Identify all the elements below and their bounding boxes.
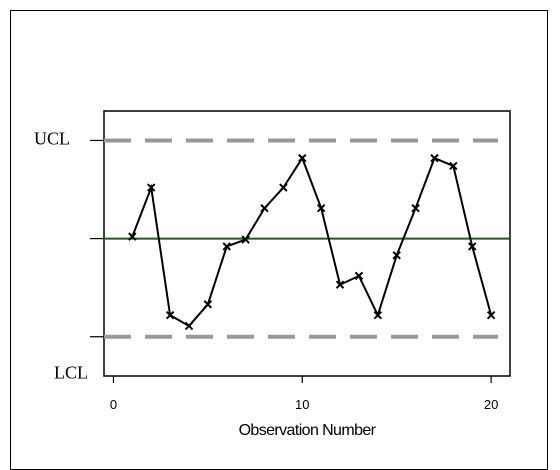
data-point-19 [468, 242, 477, 251]
data-point-15 [392, 251, 401, 260]
data-point-1 [128, 232, 137, 241]
data-point-11 [316, 203, 326, 213]
data-point-18 [449, 161, 458, 171]
data-point-14 [373, 310, 383, 320]
x-tick-label-0: 0 [110, 397, 117, 412]
control-limits [104, 138, 510, 339]
y-axis: UCL LCL [34, 128, 104, 383]
data-point-4 [184, 321, 194, 331]
data-point-20 [486, 310, 496, 320]
x-axis-label: Observation Number [239, 422, 377, 439]
data-point-6 [222, 242, 231, 251]
data-point-2 [147, 183, 156, 192]
series-line [131, 155, 493, 328]
data-point-3 [165, 310, 175, 320]
data-point-17 [430, 153, 439, 163]
data-point-10 [298, 153, 307, 163]
data-point-7 [241, 235, 250, 244]
lcl-label: LCL [54, 363, 88, 383]
x-axis: 0 10 20 [110, 376, 498, 412]
data-point-12 [335, 280, 345, 289]
data-point-9 [279, 183, 288, 192]
series-group [128, 153, 496, 331]
data-point-13 [354, 271, 364, 281]
x-tick-label-10: 10 [295, 397, 309, 412]
x-tick-label-20: 20 [484, 397, 498, 412]
plot-area [103, 110, 511, 377]
data-point-5 [203, 300, 213, 309]
ucl-label: UCL [34, 128, 70, 148]
chart-frame: 0 10 20 UCL LCL Observation Number [10, 10, 548, 470]
data-point-16 [411, 203, 420, 213]
control-chart: 0 10 20 UCL LCL Observation Number [34, 110, 511, 439]
data-point-8 [260, 203, 269, 213]
